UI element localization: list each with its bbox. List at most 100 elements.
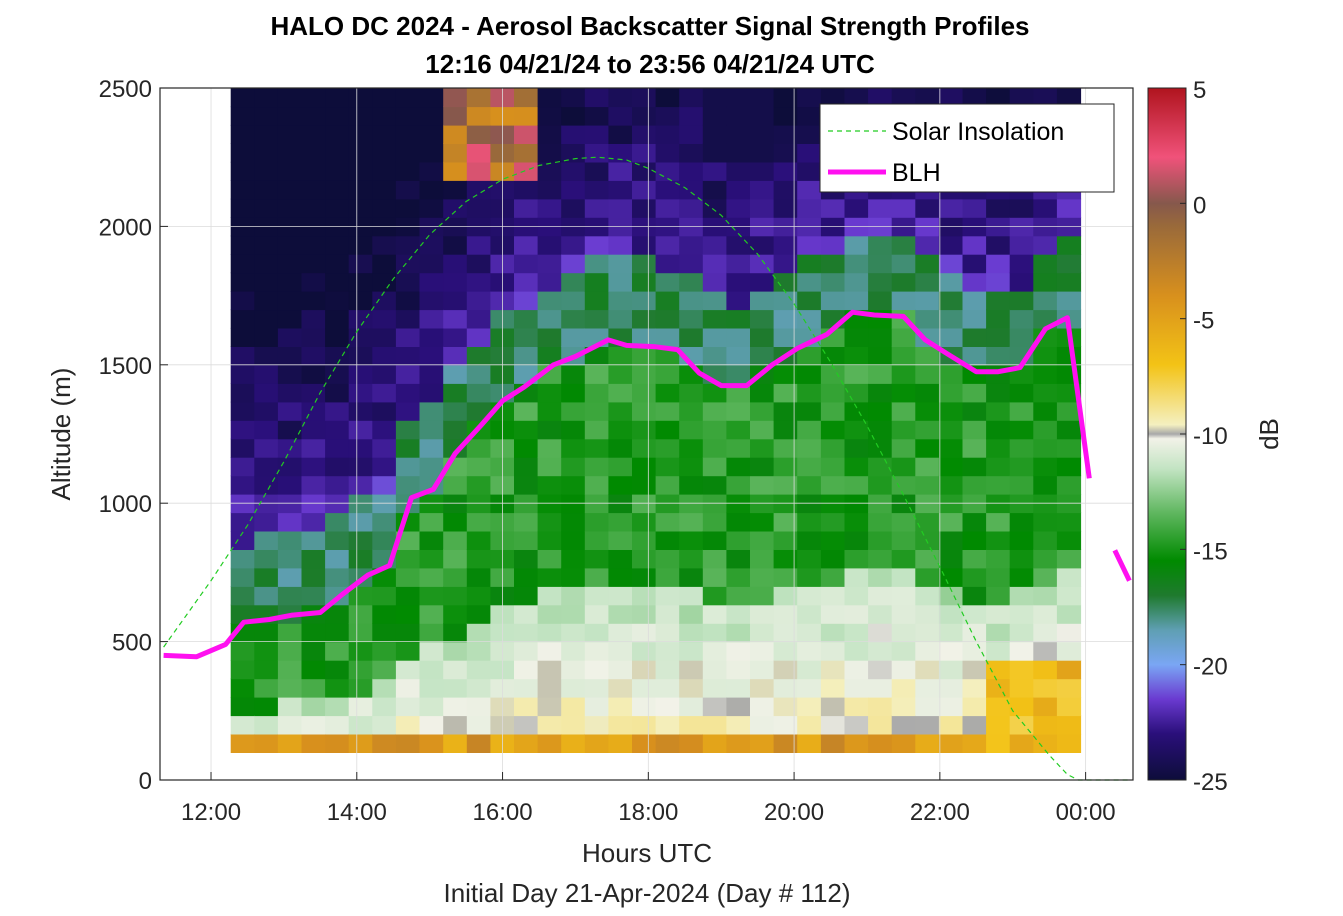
- heatmap-cell: [466, 567, 491, 587]
- heatmap-cell: [301, 124, 326, 144]
- heatmap-cell: [702, 733, 727, 753]
- heatmap-cell: [844, 512, 869, 532]
- heatmap-cell: [372, 586, 397, 606]
- heatmap-cell: [419, 401, 444, 421]
- heatmap-cell: [466, 604, 491, 624]
- heatmap-cell: [514, 235, 539, 255]
- heatmap-cell: [514, 401, 539, 421]
- heatmap-cell: [277, 272, 303, 292]
- heatmap-cell: [254, 364, 279, 384]
- heatmap-cell: [915, 475, 940, 495]
- heatmap-cell: [844, 272, 869, 292]
- heatmap-cell: [986, 475, 1011, 495]
- heatmap-cell: [915, 383, 940, 403]
- heatmap-cell: [230, 457, 255, 477]
- heatmap-cell: [608, 364, 633, 384]
- heatmap-cell: [797, 697, 822, 717]
- legend: Solar Insolation BLH: [819, 103, 1115, 193]
- heatmap-cell: [962, 438, 987, 458]
- heatmap-cell: [372, 161, 397, 181]
- heatmap-cell: [301, 475, 326, 495]
- heatmap-cell: [301, 401, 326, 421]
- heatmap-cell: [1033, 715, 1058, 735]
- heatmap-cell: [514, 198, 539, 218]
- x-axis-sublabel: Initial Day 21-Apr-2024 (Day # 112): [443, 878, 850, 908]
- heatmap-cell: [750, 567, 775, 587]
- heatmap-cell: [608, 623, 633, 643]
- heatmap-cell: [938, 254, 964, 274]
- heatmap-cell: [632, 291, 657, 311]
- heatmap-cell: [915, 623, 940, 643]
- heatmap-cell: [419, 198, 444, 218]
- heatmap-cell: [395, 697, 421, 717]
- heatmap-cell: [773, 88, 798, 108]
- heatmap-cell: [868, 604, 893, 624]
- heatmap-cell: [348, 438, 373, 458]
- heatmap-cell: [348, 512, 373, 532]
- heatmap-cell: [608, 641, 633, 661]
- heatmap-cell: [514, 604, 539, 624]
- heatmap-cell: [773, 401, 798, 421]
- heatmap-cell: [986, 401, 1011, 421]
- heatmap-cell: [584, 143, 609, 163]
- heatmap-cell: [962, 660, 987, 680]
- heatmap-cell: [915, 309, 940, 329]
- heatmap-cell: [301, 678, 326, 698]
- heatmap-cell: [537, 438, 562, 458]
- heatmap-cell: [655, 567, 680, 587]
- heatmap-cell: [632, 124, 657, 144]
- heatmap-cell: [632, 586, 657, 606]
- heatmap-cell: [773, 143, 798, 163]
- heatmap-cell: [773, 530, 798, 550]
- heatmap-cell: [679, 161, 704, 181]
- heatmap-cell: [726, 420, 751, 440]
- heatmap-cell: [820, 715, 846, 735]
- heatmap-cell: [655, 586, 680, 606]
- heatmap-cell: [277, 124, 303, 144]
- heatmap-cell: [632, 641, 657, 661]
- heatmap-cell: [679, 697, 704, 717]
- heatmap-cell: [395, 457, 421, 477]
- heatmap-cell: [773, 549, 798, 569]
- heatmap-cell: [443, 697, 468, 717]
- heatmap-cell: [962, 457, 987, 477]
- heatmap-cell: [419, 143, 444, 163]
- heatmap-cell: [254, 254, 279, 274]
- heatmap-cell: [561, 586, 586, 606]
- heatmap-cell: [702, 327, 727, 347]
- heatmap-cell: [773, 623, 798, 643]
- heatmap-cell: [1009, 291, 1034, 311]
- heatmap-cell: [1056, 401, 1082, 421]
- heatmap-cell: [702, 715, 727, 735]
- heatmap-cell: [726, 660, 751, 680]
- heatmap-cell: [1009, 660, 1034, 680]
- heatmap-cell: [277, 438, 303, 458]
- colorbar-tick-label: 0: [1193, 192, 1206, 219]
- heatmap-cell: [277, 623, 303, 643]
- heatmap-cell: [419, 327, 444, 347]
- heatmap-cell: [537, 549, 562, 569]
- heatmap-cell: [868, 475, 893, 495]
- heatmap-cell: [844, 88, 869, 108]
- heatmap-cell: [986, 715, 1011, 735]
- heatmap-cell: [986, 198, 1011, 218]
- heatmap-cell: [584, 180, 609, 200]
- heatmap-cell: [773, 180, 798, 200]
- heatmap-cell: [1056, 586, 1082, 606]
- heatmap-cell: [820, 346, 846, 366]
- heatmap-cell: [608, 180, 633, 200]
- heatmap-cell: [1056, 660, 1082, 680]
- heatmap-cell: [797, 660, 822, 680]
- heatmap-cell: [750, 401, 775, 421]
- heatmap-cell: [702, 641, 727, 661]
- heatmap-cell: [348, 309, 373, 329]
- heatmap-cell: [419, 346, 444, 366]
- heatmap-cell: [348, 733, 373, 753]
- heatmap-cell: [608, 457, 633, 477]
- heatmap-cell: [632, 420, 657, 440]
- heatmap-cell: [537, 586, 562, 606]
- heatmap-cell: [844, 567, 869, 587]
- heatmap-cell: [679, 623, 704, 643]
- heatmap-cell: [395, 475, 421, 495]
